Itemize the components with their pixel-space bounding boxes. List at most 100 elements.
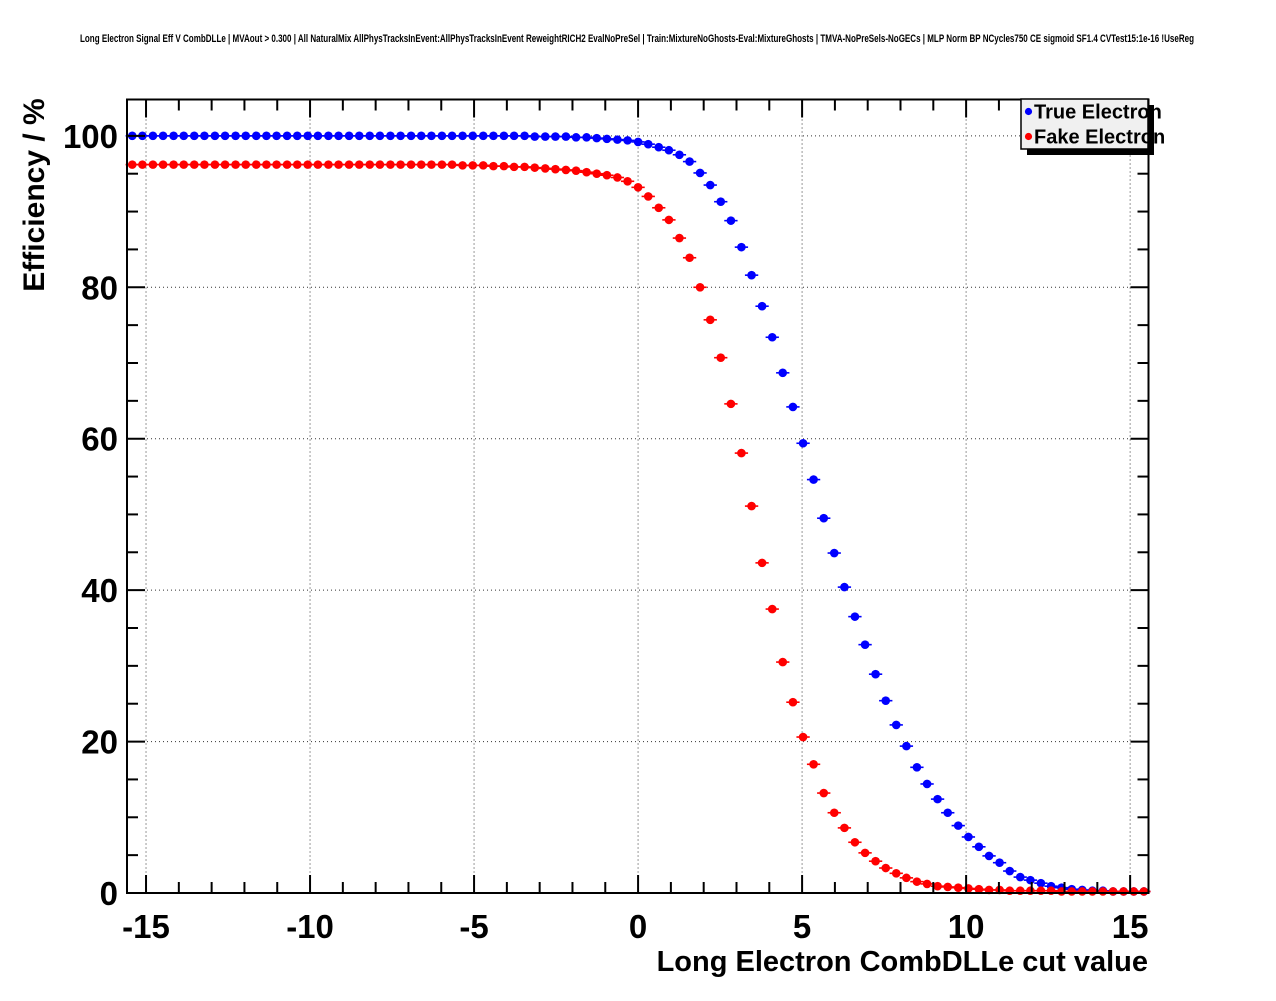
x-tick-label: 0 [629,908,647,945]
marker [303,131,313,141]
marker [974,884,984,894]
x-tick-label: -10 [286,908,334,945]
marker [200,160,209,169]
marker [334,160,343,169]
marker [210,131,220,141]
marker [396,160,405,169]
marker [1026,875,1035,885]
marker [643,192,653,201]
marker [747,270,756,280]
marker [458,161,467,170]
marker [623,136,632,145]
marker [1077,887,1087,896]
marker [705,315,715,325]
axis-frame-layer [126,98,1150,894]
marker [582,167,591,177]
marker [809,759,818,769]
marker [158,160,168,169]
marker [272,160,281,169]
marker [592,169,602,179]
marker [1098,887,1108,896]
marker [613,135,622,144]
x-axis-title: Long Electron CombDLLe cut value [657,946,1148,978]
marker [737,242,746,252]
marker [633,137,643,147]
marker [272,131,281,141]
marker [654,142,664,152]
marker [633,183,643,192]
marker [798,438,808,448]
marker [871,856,880,866]
marker [499,131,509,141]
marker [881,696,891,705]
legend-label-fake-electron: Fake Electron [1034,127,1165,149]
marker [509,131,519,141]
marker [922,879,932,889]
marker [148,160,158,169]
marker [169,131,178,141]
marker [912,763,922,772]
marker [850,612,860,621]
marker [386,131,395,141]
marker [747,501,756,511]
marker [1108,887,1118,896]
marker [571,133,581,142]
marker [458,131,467,141]
marker [313,160,323,169]
marker [685,253,694,263]
marker [623,176,632,186]
marker [716,353,726,362]
marker [520,162,529,172]
marker [1088,887,1097,896]
marker [943,882,953,892]
marker [984,851,994,861]
marker [933,794,942,804]
grid-layer [127,99,1149,893]
marker [468,161,478,170]
marker [664,215,674,225]
marker [974,842,984,852]
tick-label-layer: -15 -10 -5 0 5 10 15 0 20 40 60 80 100 [63,118,1149,945]
marker [262,131,271,141]
marker [334,131,343,141]
marker [767,332,777,342]
marker [613,173,622,182]
marker [551,132,560,141]
marker [231,160,240,169]
marker [840,823,849,833]
marker [891,869,901,878]
marker [953,821,963,830]
marker [282,131,292,141]
marker [447,160,457,169]
marker [540,132,550,141]
marker [324,131,333,141]
marker [179,160,189,169]
x-tick-label: -15 [122,908,170,945]
marker [819,788,829,798]
marker [189,131,199,141]
marker [602,134,612,144]
marker [478,161,488,170]
marker [933,881,942,891]
marker [902,741,911,751]
marker [489,131,498,141]
marker [241,131,251,141]
marker [1015,872,1025,882]
marker [354,131,364,141]
marker [396,131,405,141]
marker [324,160,333,169]
y-tick-label: 0 [100,875,118,912]
marker [241,160,251,169]
marker [922,779,932,789]
marker [313,131,323,141]
y-axis-title: Efficiency / % [18,98,51,291]
marker [778,368,788,378]
legend: True Electron Fake Electron [1020,98,1165,155]
x-tick-label: 5 [793,908,811,945]
marker [1139,887,1149,896]
marker [809,475,818,484]
marker [354,160,364,169]
y-tick-label: 80 [81,269,118,306]
marker [757,301,767,311]
